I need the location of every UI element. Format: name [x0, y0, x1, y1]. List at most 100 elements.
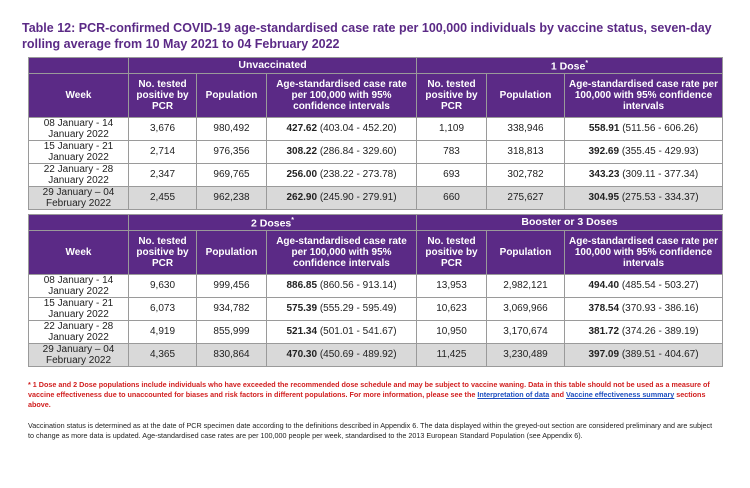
- rate-ci: (245.90 - 279.91): [319, 192, 397, 203]
- corner-cell: [28, 214, 129, 231]
- vaccine-effectiveness-summary-link[interactable]: Vaccine effectiveness summary: [566, 390, 675, 399]
- cell-tested: 783: [416, 139, 487, 164]
- col-header-rate: Age-standardised case rate per 100,000 w…: [266, 72, 417, 118]
- col-header-population: Population: [196, 229, 267, 275]
- cell-population: 3,170,674: [486, 319, 565, 344]
- table-row: 29 January – 04 February 2022 2,455 962,23…: [28, 185, 724, 210]
- cell-week: 08 January - 14 January 2022: [28, 273, 129, 298]
- rate-ci: (374.26 - 389.19): [621, 326, 699, 337]
- rate-value: 343.23: [588, 169, 620, 180]
- rate-value: 494.40: [588, 280, 620, 291]
- col-header-rate: Age-standardised case rate per 100,000 w…: [563, 229, 724, 275]
- col-header-population: Population: [486, 72, 565, 118]
- cell-tested: 2,455: [128, 185, 197, 210]
- col-header-tested: No. tested positive by PCR: [128, 72, 197, 118]
- rate-ci: (355.45 - 429.93): [621, 146, 699, 157]
- group-header-booster: Booster or 3 Doses: [415, 214, 724, 231]
- cell-rate: 262.90 (245.90 - 279.91): [266, 185, 417, 210]
- cell-week: 15 January - 21 January 2022: [28, 296, 129, 321]
- cell-rate: 470.30 (450.69 - 489.92): [266, 342, 417, 367]
- cell-tested: 9,630: [128, 273, 197, 298]
- rate-ci: (555.29 - 595.49): [319, 303, 397, 314]
- rate-value: 262.90: [286, 192, 318, 203]
- cell-population: 934,782: [196, 296, 267, 321]
- table-unvaccinated-1-dose: Unvaccinated 1 Dose* Week No. tested pos…: [28, 57, 724, 210]
- cell-tested: 693: [416, 162, 487, 187]
- rate-ci: (450.69 - 489.92): [319, 349, 397, 360]
- rate-ci: (501.01 - 541.67): [319, 326, 397, 337]
- cell-population: 275,627: [486, 185, 565, 210]
- cell-tested: 1,109: [416, 116, 487, 141]
- cell-tested: 2,714: [128, 139, 197, 164]
- col-header-week: Week: [28, 229, 129, 275]
- group-header-1-dose: 1 Dose*: [415, 57, 724, 74]
- rate-ci: (403.04 - 452.20): [319, 123, 397, 134]
- cell-rate: 381.72 (374.26 - 389.19): [563, 319, 724, 344]
- cell-population: 999,456: [196, 273, 267, 298]
- col-header-week: Week: [28, 72, 129, 118]
- table-row: 22 January - 28 January 2022 2,347 969,765…: [28, 162, 724, 187]
- group-header-unvaccinated: Unvaccinated: [128, 57, 417, 74]
- cell-population: 3,230,489: [486, 342, 565, 367]
- rate-ci: (275.53 - 334.37): [621, 192, 699, 203]
- cell-tested: 3,676: [128, 116, 197, 141]
- cell-rate: 343.23 (309.11 - 377.34): [563, 162, 724, 187]
- table-row: 15 January - 21 January 2022 6,073 934,782…: [28, 296, 724, 321]
- cell-population: 2,982,121: [486, 273, 565, 298]
- rate-ci: (860.56 - 913.14): [319, 280, 397, 291]
- rate-ci: (511.56 - 606.26): [622, 123, 699, 134]
- cell-rate: 256.00 (238.22 - 273.78): [266, 162, 417, 187]
- cell-week: 22 January - 28 January 2022: [28, 162, 129, 187]
- rate-value: 470.30: [286, 349, 318, 360]
- rate-ci: (286.84 - 329.60): [319, 146, 397, 157]
- cell-tested: 13,953: [416, 273, 487, 298]
- rate-value: 427.62: [286, 123, 318, 134]
- cell-tested: 10,950: [416, 319, 487, 344]
- cell-population: 969,765: [196, 162, 267, 187]
- page-title: Table 12: PCR-confirmed COVID-19 age-sta…: [22, 21, 712, 51]
- rate-ci: (309.11 - 377.34): [622, 169, 699, 180]
- cell-tested: 10,623: [416, 296, 487, 321]
- cell-tested: 2,347: [128, 162, 197, 187]
- rate-value: 378.54: [588, 303, 620, 314]
- rate-value: 397.09: [588, 349, 620, 360]
- rate-ci: (389.51 - 404.67): [621, 349, 699, 360]
- cell-rate: 304.95 (275.53 - 334.37): [563, 185, 724, 210]
- cell-rate: 378.54 (370.93 - 386.16): [563, 296, 724, 321]
- rate-value: 381.72: [588, 326, 620, 337]
- group-header-2-doses: 2 Doses*: [128, 214, 417, 231]
- cell-tested: 4,365: [128, 342, 197, 367]
- cell-week: 08 January - 14 January 2022: [28, 116, 129, 141]
- rate-value: 575.39: [286, 303, 318, 314]
- cell-population: 976,356: [196, 139, 267, 164]
- cell-population: 338,946: [486, 116, 565, 141]
- cell-population: 962,238: [196, 185, 267, 210]
- cell-rate: 494.40 (485.54 - 503.27): [563, 273, 724, 298]
- table-row: 22 January - 28 January 2022 4,919 855,999…: [28, 319, 724, 344]
- cell-rate: 575.39 (555.29 - 595.49): [266, 296, 417, 321]
- cell-week: 22 January - 28 January 2022: [28, 319, 129, 344]
- cell-tested: 4,919: [128, 319, 197, 344]
- footnote-vaccination-status: Vaccination status is determined as at t…: [28, 421, 713, 440]
- col-header-tested: No. tested positive by PCR: [416, 72, 487, 118]
- cell-population: 980,492: [196, 116, 267, 141]
- cell-population: 318,813: [486, 139, 565, 164]
- col-header-rate: Age-standardised case rate per 100,000 w…: [563, 72, 724, 118]
- cell-population: 302,782: [486, 162, 565, 187]
- cell-tested: 6,073: [128, 296, 197, 321]
- table-row: 15 January - 21 January 2022 2,714 976,356…: [28, 139, 724, 164]
- col-header-tested: No. tested positive by PCR: [416, 229, 487, 275]
- cell-population: 855,999: [196, 319, 267, 344]
- table-row: 08 January - 14 January 2022 9,630 999,456…: [28, 273, 724, 298]
- col-header-population: Population: [486, 229, 565, 275]
- interpretation-of-data-link[interactable]: Interpretation of data: [477, 390, 550, 399]
- rate-ci: (485.54 - 503.27): [621, 280, 699, 291]
- cell-rate: 397.09 (389.51 - 404.67): [563, 342, 724, 367]
- rate-value: 392.69: [588, 146, 620, 157]
- cell-rate: 886.85 (860.56 - 913.14): [266, 273, 417, 298]
- cell-tested: 11,425: [416, 342, 487, 367]
- rate-value: 521.34: [286, 326, 318, 337]
- cell-population: 3,069,966: [486, 296, 565, 321]
- rate-ci: (370.93 - 386.16): [621, 303, 699, 314]
- cell-rate: 308.22 (286.84 - 329.60): [266, 139, 417, 164]
